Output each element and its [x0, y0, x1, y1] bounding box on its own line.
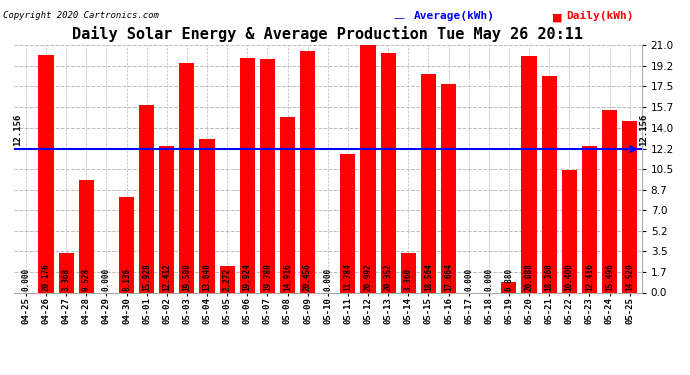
Text: Average(kWh): Average(kWh)	[414, 11, 495, 21]
Text: 19.500: 19.500	[182, 263, 191, 291]
Text: 0.000: 0.000	[484, 268, 493, 291]
Bar	[421, 74, 436, 292]
Bar	[39, 55, 54, 292]
Text: 19.780: 19.780	[263, 263, 272, 291]
Text: 0.000: 0.000	[323, 268, 333, 291]
Text: 20.176: 20.176	[41, 263, 50, 291]
Bar	[300, 51, 315, 292]
Bar	[219, 266, 235, 292]
Text: Copyright 2020 Cartronics.com: Copyright 2020 Cartronics.com	[3, 11, 159, 20]
Text: 12.416: 12.416	[585, 263, 594, 291]
Text: 8.136: 8.136	[122, 268, 131, 291]
Bar	[602, 110, 617, 292]
Bar	[199, 139, 215, 292]
Bar	[239, 58, 255, 292]
Bar	[159, 146, 175, 292]
Text: 14.520: 14.520	[625, 263, 634, 291]
Text: 18.564: 18.564	[424, 263, 433, 291]
Bar	[622, 122, 637, 292]
Bar	[340, 154, 355, 292]
Text: 2.272: 2.272	[223, 268, 232, 291]
Bar	[139, 105, 154, 292]
Text: 20.456: 20.456	[303, 263, 312, 291]
Text: 0.000: 0.000	[102, 268, 111, 291]
Text: 20.352: 20.352	[384, 263, 393, 291]
Text: 13.040: 13.040	[202, 263, 212, 291]
Text: —: —	[393, 13, 404, 23]
Text: 17.664: 17.664	[444, 263, 453, 291]
Bar	[79, 180, 94, 292]
Bar	[280, 117, 295, 292]
Bar	[401, 253, 416, 292]
Text: 12.156: 12.156	[639, 114, 648, 146]
Bar	[119, 196, 134, 292]
Text: 10.400: 10.400	[564, 263, 574, 291]
Bar	[502, 282, 516, 292]
Text: 18.360: 18.360	[544, 263, 553, 291]
Text: 14.916: 14.916	[283, 263, 292, 291]
Text: 15.928: 15.928	[142, 263, 151, 291]
Bar	[441, 84, 456, 292]
Text: 0.000: 0.000	[21, 268, 30, 291]
Text: 11.784: 11.784	[344, 263, 353, 291]
Bar	[260, 59, 275, 292]
Text: Daily(kWh): Daily(kWh)	[566, 11, 633, 21]
Bar	[179, 63, 195, 292]
Text: 20.992: 20.992	[364, 263, 373, 291]
Bar	[360, 45, 375, 292]
Text: 15.496: 15.496	[605, 263, 614, 291]
Text: 3.360: 3.360	[404, 268, 413, 291]
Bar	[562, 170, 577, 292]
Text: 19.924: 19.924	[243, 263, 252, 291]
Text: 12.156: 12.156	[13, 114, 22, 146]
Bar	[381, 53, 395, 292]
Bar	[582, 146, 597, 292]
Text: 3.368: 3.368	[61, 268, 70, 291]
Text: 0.000: 0.000	[464, 268, 473, 291]
Text: ■: ■	[552, 13, 562, 23]
Title: Daily Solar Energy & Average Production Tue May 26 20:11: Daily Solar Energy & Average Production …	[72, 27, 583, 42]
Text: 0.880: 0.880	[504, 268, 513, 291]
Text: 20.088: 20.088	[524, 263, 533, 291]
Text: 9.528: 9.528	[81, 268, 91, 291]
Bar	[522, 56, 537, 292]
Text: 12.412: 12.412	[162, 263, 171, 291]
Bar	[542, 76, 557, 292]
Bar	[59, 253, 74, 292]
